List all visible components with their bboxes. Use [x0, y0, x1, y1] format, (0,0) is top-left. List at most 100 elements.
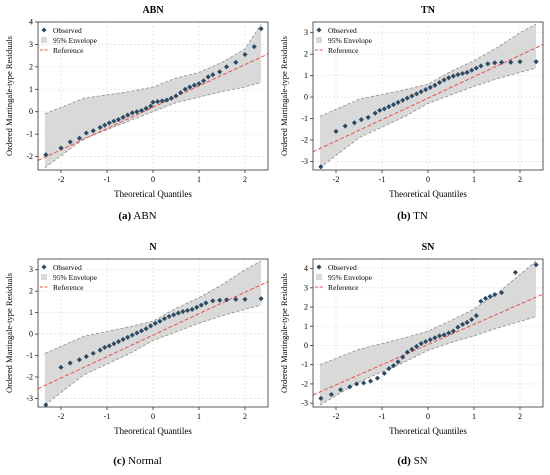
x-tick-label: 0 — [151, 175, 155, 184]
caption-text: ABN — [133, 210, 157, 222]
legend-envelope-marker — [41, 37, 47, 43]
y-tick-label: 3 — [304, 28, 308, 37]
y-tick-label: 3 — [29, 40, 33, 49]
observed-point — [129, 332, 135, 338]
y-tick-label: 4 — [29, 18, 33, 27]
qq-plot-tn: -2 -1 0 1 2 -3 -2 -1 0 1 2 3 TN Theoretical Quantiles… — [279, 5, 544, 199]
y-tick-label: -3 — [301, 399, 308, 408]
y-tick-label: -2 — [301, 135, 308, 144]
chart-title: ABN — [142, 5, 164, 16]
observed-point — [148, 323, 154, 329]
observed-point — [459, 321, 466, 327]
y-tick-label: 3 — [29, 265, 33, 274]
chart-title: N — [149, 242, 157, 253]
y-tick-label: -2 — [26, 372, 33, 381]
panel-sn: -2 -1 0 1 2 -3 -2 -1 0 1 2 3 4 SN Theoretical Quantile… — [275, 237, 550, 474]
observed-point — [187, 84, 193, 90]
observed-point — [338, 387, 344, 393]
y-tick-label: 4 — [304, 264, 308, 273]
chart-title: TN — [421, 5, 436, 16]
envelope-lower — [319, 67, 537, 169]
caption-sn: (d) SN — [275, 455, 550, 467]
observed-point — [203, 300, 209, 306]
y-tick-label: 1 — [29, 85, 33, 94]
x-tick-label: 2 — [243, 175, 247, 184]
qq-plot-normal: -2 -1 0 1 2 -3 -2 -1 0 1 2 3 N Theoretical Quantiles O… — [4, 242, 269, 436]
caption-label: (d) — [397, 455, 411, 467]
observed-point — [533, 262, 539, 268]
x-tick-label: -1 — [104, 412, 111, 421]
observed-point — [171, 312, 177, 318]
x-tick-label: -2 — [58, 412, 65, 421]
y-tick-label: -1 — [26, 351, 33, 360]
legend-envelope-label: 95% Envelope — [328, 273, 373, 282]
observed-point — [43, 402, 49, 408]
observed-point — [367, 378, 374, 384]
observed-point — [97, 347, 103, 353]
x-axis-label: Theoretical Quantiles — [114, 189, 192, 199]
observed-point — [175, 310, 181, 316]
panel-normal: -2 -1 0 1 2 -3 -2 -1 0 1 2 3 N Theoretical Quantiles O… — [0, 237, 275, 474]
panel-tn: -2 -1 0 1 2 -3 -2 -1 0 1 2 3 TN Theoretical Quantiles… — [275, 0, 550, 237]
observed-point — [90, 128, 96, 134]
observed-point — [125, 112, 131, 118]
x-tick-label: -1 — [379, 175, 386, 184]
x-tick-label: 0 — [151, 412, 155, 421]
envelope-band — [319, 260, 537, 406]
y-tick-label: 1 — [304, 71, 308, 80]
legend-observed-marker — [316, 27, 322, 33]
observed-point — [159, 98, 165, 104]
caption-label: (a) — [118, 210, 132, 222]
x-tick-label: 1 — [472, 412, 476, 421]
x-tick-label: -2 — [333, 175, 340, 184]
observed-point — [473, 313, 479, 319]
y-tick-label: -3 — [301, 157, 308, 166]
observed-point — [512, 269, 518, 276]
observed-point — [196, 81, 202, 87]
x-tick-label: 0 — [426, 175, 430, 184]
qq-plot-sn: -2 -1 0 1 2 -3 -2 -1 0 1 2 3 4 SN Theoretical Quantile… — [279, 242, 544, 436]
envelope-upper — [319, 260, 537, 366]
observed-point — [404, 95, 410, 101]
observed-point — [478, 298, 484, 304]
legend-envelope-label: 95% Envelope — [53, 273, 98, 282]
observed-point — [374, 375, 380, 381]
observed-point — [125, 334, 131, 340]
y-tick-label: 1 — [304, 322, 308, 331]
observed-point — [450, 73, 456, 79]
y-tick-label: 1 — [29, 308, 33, 317]
observed-point — [328, 391, 334, 398]
y-tick-label: -1 — [301, 360, 308, 369]
x-tick-label: 2 — [243, 412, 247, 421]
y-axis-label: Ordered Martingale-type Residuals — [279, 273, 289, 393]
observed-point — [441, 332, 447, 338]
observed-point — [83, 354, 89, 360]
caption-label: (b) — [397, 210, 411, 222]
observed-point — [164, 97, 170, 103]
chart-title: SN — [422, 242, 436, 253]
observed-point — [427, 337, 433, 343]
y-tick-label: -1 — [26, 130, 33, 139]
y-tick-label: -2 — [26, 152, 33, 161]
observed-point — [390, 363, 397, 369]
legend-envelope-label: 95% Envelope — [328, 36, 373, 45]
envelope-band — [44, 261, 262, 405]
observed-point — [161, 316, 168, 322]
observed-point — [152, 320, 158, 326]
y-tick-label: -1 — [301, 114, 308, 123]
observed-point — [58, 145, 64, 151]
observed-point — [143, 105, 149, 111]
legend-reference-label: Reference — [53, 46, 84, 55]
observed-point — [508, 59, 514, 65]
y-axis-label: Ordered Martingale-type Residuals — [4, 273, 14, 393]
x-axis-label: Theoretical Quantiles — [114, 426, 192, 436]
reference-line — [37, 281, 269, 390]
caption-label: (c) — [113, 455, 126, 467]
legend-reference-label: Reference — [53, 283, 84, 292]
legend-observed-label: Observed — [53, 26, 82, 35]
observed-point — [115, 339, 122, 345]
legend-observed-marker — [41, 27, 47, 33]
envelope-lower — [319, 316, 537, 406]
y-tick-label: 0 — [304, 93, 308, 102]
y-tick-label: 3 — [304, 283, 308, 292]
